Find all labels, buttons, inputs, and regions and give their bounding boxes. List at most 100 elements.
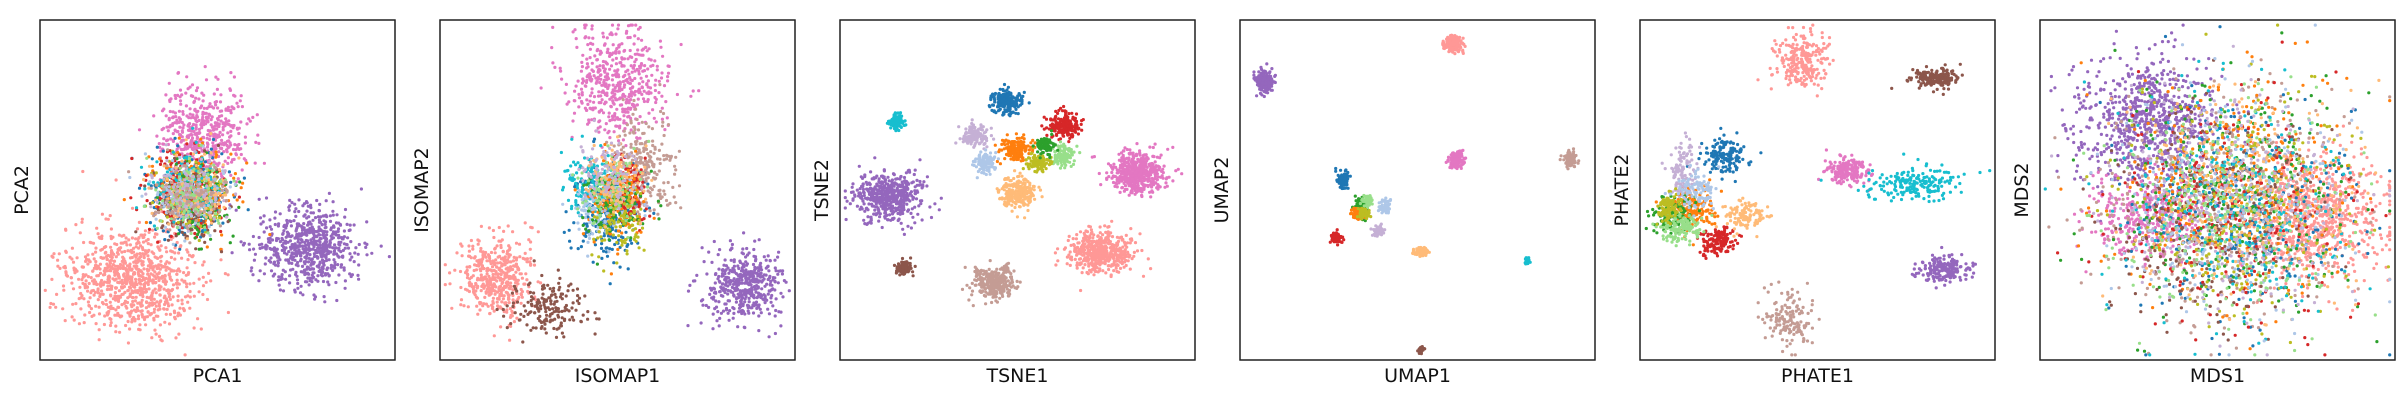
data-point — [663, 128, 667, 132]
data-point — [601, 31, 605, 35]
data-point — [312, 271, 316, 275]
data-point — [154, 304, 158, 308]
data-point — [348, 272, 352, 276]
data-point — [183, 233, 187, 237]
data-point — [329, 263, 333, 267]
data-point — [657, 79, 661, 83]
data-point — [472, 291, 476, 295]
data-point — [195, 135, 200, 140]
data-point — [135, 227, 140, 231]
data-point — [491, 259, 495, 263]
data-point — [165, 177, 169, 181]
data-point — [590, 61, 594, 65]
data-point — [465, 265, 469, 269]
data-point — [136, 317, 141, 321]
data-point — [176, 144, 180, 148]
data-point — [604, 122, 608, 126]
data-point — [487, 293, 492, 297]
data-point — [629, 23, 633, 27]
data-point — [523, 257, 527, 261]
data-point — [506, 268, 510, 272]
data-point — [655, 68, 659, 72]
data-point — [186, 250, 190, 254]
data-point — [228, 241, 232, 245]
data-point — [138, 252, 142, 256]
data-point — [623, 127, 627, 131]
data-point — [104, 298, 108, 302]
data-point — [102, 322, 106, 327]
data-point — [155, 134, 159, 138]
data-point — [154, 210, 158, 214]
data-point — [150, 291, 154, 295]
data-point — [168, 228, 172, 232]
data-point — [206, 128, 210, 133]
data-point — [288, 239, 292, 243]
data-point — [188, 159, 192, 163]
data-point — [176, 209, 180, 213]
data-point — [199, 157, 203, 161]
data-point — [196, 196, 201, 200]
data-point — [735, 277, 740, 281]
data-point — [71, 287, 76, 291]
data-point — [298, 291, 303, 295]
data-point — [626, 36, 630, 40]
data-point — [207, 211, 211, 215]
data-point — [629, 98, 633, 102]
data-point — [103, 314, 107, 318]
data-point — [227, 170, 231, 174]
data-point — [186, 136, 190, 140]
data-point — [171, 150, 175, 154]
data-point — [511, 298, 515, 302]
data-point — [479, 267, 483, 271]
data-point — [259, 222, 263, 226]
data-point — [174, 154, 178, 158]
data-point — [188, 282, 192, 286]
data-point — [598, 119, 602, 123]
data-point — [192, 99, 197, 103]
data-point — [210, 202, 214, 206]
data-point — [309, 211, 313, 215]
data-point — [507, 255, 511, 259]
data-point — [476, 312, 480, 316]
data-point — [181, 126, 185, 130]
data-point — [779, 291, 783, 295]
data-point — [207, 271, 211, 275]
data-point — [230, 160, 234, 164]
data-point — [212, 92, 216, 96]
data-point — [591, 36, 595, 40]
data-point — [313, 297, 317, 301]
data-point — [64, 227, 68, 231]
data-point — [307, 243, 311, 247]
data-point — [104, 250, 108, 254]
data-point — [162, 107, 166, 111]
data-point — [83, 282, 87, 287]
data-point — [185, 142, 189, 146]
data-point — [171, 122, 175, 126]
data-point — [61, 284, 66, 288]
data-point — [213, 229, 217, 233]
data-point — [167, 205, 171, 209]
data-point — [295, 226, 299, 230]
data-point — [265, 226, 269, 230]
data-point — [234, 192, 238, 196]
data-point — [309, 228, 313, 233]
data-point — [167, 185, 171, 189]
data-point — [512, 320, 517, 324]
data-point — [339, 240, 343, 244]
data-point — [181, 110, 185, 114]
data-point — [205, 106, 209, 110]
data-point — [679, 42, 683, 47]
data-point — [501, 280, 505, 284]
data-point — [235, 101, 239, 105]
data-point — [186, 300, 190, 304]
data-point — [174, 234, 178, 238]
data-point — [766, 265, 770, 269]
data-point — [332, 249, 336, 254]
data-point — [293, 236, 297, 240]
data-point — [767, 335, 771, 339]
data-point — [738, 281, 742, 285]
data-point — [184, 91, 188, 95]
data-point — [564, 82, 569, 86]
data-point — [738, 303, 742, 307]
data-point — [348, 252, 352, 256]
